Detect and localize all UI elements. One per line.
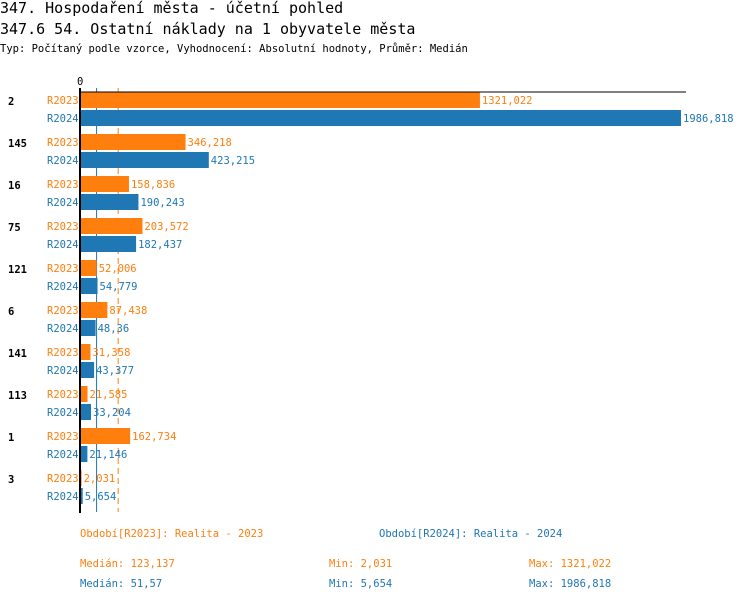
axis-zero-label: 0 xyxy=(77,76,83,88)
data-label: 21,146 xyxy=(89,449,127,461)
category-label: 141 xyxy=(8,348,27,360)
bar-r2024 xyxy=(81,488,83,504)
bar-r2024 xyxy=(81,320,96,336)
category-label: 2 xyxy=(8,96,14,108)
bar-chart: 0 2 R2023 1321,022 R2024 1986,818 145 R2023 346,… xyxy=(8,76,734,513)
r2024-min: Min: 5,654 xyxy=(329,578,393,590)
data-label: 52,006 xyxy=(99,263,137,275)
bar-r2023 xyxy=(81,344,91,360)
series-label: R2023 xyxy=(47,431,79,443)
bar-r2024 xyxy=(81,110,681,126)
data-label: 2,031 xyxy=(84,473,116,485)
series-label: R2024 xyxy=(47,449,79,461)
legend-r2023-title: Období[R2023]: Realita - 2023 xyxy=(80,528,264,540)
series-label: R2024 xyxy=(47,113,79,125)
bar-r2024 xyxy=(81,446,88,462)
series-label: R2024 xyxy=(47,281,79,293)
data-label: 33,204 xyxy=(93,407,131,419)
data-label: 87,438 xyxy=(109,305,147,317)
data-label: 182,437 xyxy=(138,239,182,251)
category-label: 16 xyxy=(8,180,21,192)
bar-r2024 xyxy=(81,194,139,210)
series-label: R2024 xyxy=(47,491,79,503)
category-label: 121 xyxy=(8,264,27,276)
category-label: 6 xyxy=(8,306,14,318)
r2023-max: Max: 1321,022 xyxy=(529,558,612,570)
bar-r2024 xyxy=(81,362,95,378)
series-label: R2023 xyxy=(47,473,79,485)
category-label: 1 xyxy=(8,432,14,444)
data-label: 5,654 xyxy=(85,491,117,503)
r2024-median: Medián: 51,57 xyxy=(80,578,163,590)
series-label: R2023 xyxy=(47,95,79,107)
bar-r2024 xyxy=(81,278,98,294)
bar-r2023 xyxy=(81,470,82,486)
r2024-max: Max: 1986,818 xyxy=(529,578,612,590)
bar-r2023 xyxy=(81,386,88,402)
r2023-median: Medián: 123,137 xyxy=(80,558,175,570)
data-label: 48,36 xyxy=(98,323,130,335)
data-label: 21,585 xyxy=(90,389,128,401)
category-label: 145 xyxy=(8,138,27,150)
series-label: R2024 xyxy=(47,155,79,167)
r2023-min: Min: 2,031 xyxy=(329,558,393,570)
data-label: 54,779 xyxy=(100,281,138,293)
series-label: R2023 xyxy=(47,179,79,191)
bar-r2023 xyxy=(81,260,97,276)
data-label: 31,358 xyxy=(92,347,130,359)
bar-r2023 xyxy=(81,92,480,108)
data-label: 423,215 xyxy=(211,155,255,167)
series-label: R2023 xyxy=(47,221,79,233)
page-title: 347. Hospodaření města - účetní pohled xyxy=(0,0,344,17)
series-label: R2024 xyxy=(47,323,79,335)
data-label: 203,572 xyxy=(144,221,188,233)
bar-r2024 xyxy=(81,152,209,168)
chart-subtitle: 347.6 54. Ostatní náklady na 1 obyvatele… xyxy=(0,20,416,38)
series-label: R2023 xyxy=(47,347,79,359)
series-label: R2024 xyxy=(47,239,79,251)
data-label: 1321,022 xyxy=(482,95,533,107)
category-label: 113 xyxy=(8,390,27,402)
data-label: 190,243 xyxy=(140,197,184,209)
series-label: R2024 xyxy=(47,407,79,419)
bar-r2023 xyxy=(81,176,129,192)
bar-r2024 xyxy=(81,236,137,252)
chart-info: Typ: Počítaný podle vzorce, Vyhodnocení:… xyxy=(0,43,468,55)
bar-r2023 xyxy=(81,302,108,318)
data-label: 1986,818 xyxy=(683,113,734,125)
series-label: R2024 xyxy=(47,197,79,209)
category-label: 75 xyxy=(8,222,21,234)
bar-r2023 xyxy=(81,428,131,444)
data-label: 43,377 xyxy=(96,365,134,377)
data-label: 162,734 xyxy=(132,431,176,443)
series-label: R2023 xyxy=(47,137,79,149)
data-label: 158,836 xyxy=(131,179,175,191)
series-label: R2023 xyxy=(47,305,79,317)
legend-r2024-title: Období[R2024]: Realita - 2024 xyxy=(379,528,563,540)
bar-r2023 xyxy=(81,218,143,234)
category-label: 3 xyxy=(8,474,14,486)
series-label: R2023 xyxy=(47,389,79,401)
series-label: R2023 xyxy=(47,263,79,275)
bar-r2024 xyxy=(81,404,92,420)
series-label: R2024 xyxy=(47,365,79,377)
bar-r2023 xyxy=(81,134,186,150)
data-label: 346,218 xyxy=(188,137,232,149)
